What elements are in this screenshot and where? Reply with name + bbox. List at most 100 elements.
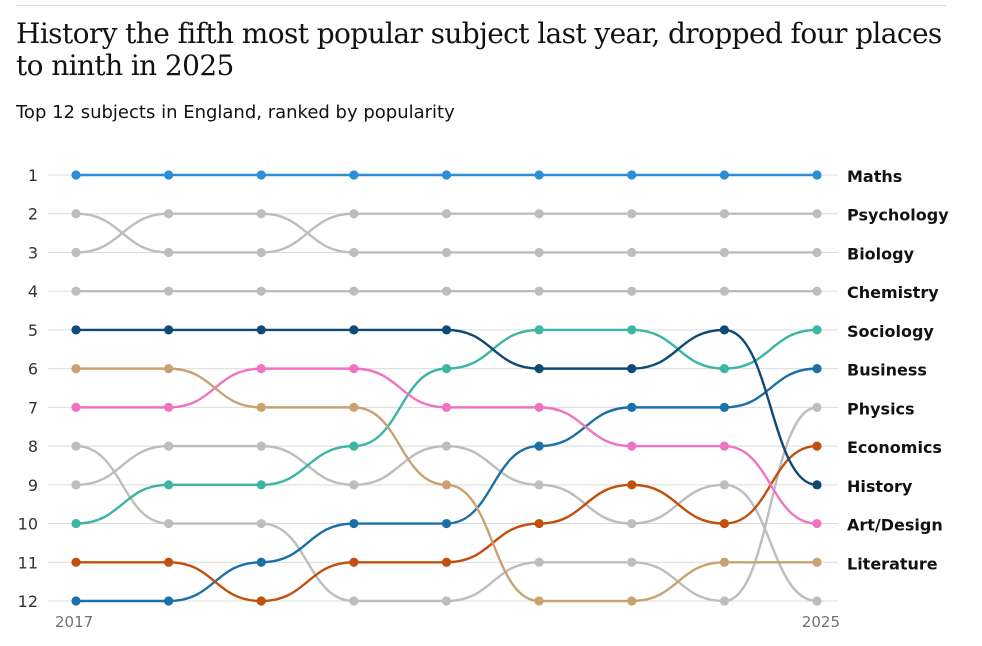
series-point xyxy=(534,402,544,412)
series-label: Maths xyxy=(847,167,902,186)
series-point xyxy=(627,480,637,490)
series-point xyxy=(71,247,81,258)
series-point xyxy=(812,286,822,296)
rank-tick-label: 10 xyxy=(18,515,38,534)
series-point xyxy=(256,518,266,529)
series-point xyxy=(719,286,729,296)
series-point xyxy=(719,364,729,374)
series-point xyxy=(719,170,729,180)
series-point xyxy=(534,170,544,180)
series-point xyxy=(164,364,174,374)
series-point xyxy=(441,557,452,567)
series-point xyxy=(256,441,266,451)
year-tick-start: 2017 xyxy=(55,613,93,631)
series-line xyxy=(74,444,819,603)
series-point xyxy=(812,247,822,258)
chart-subtitle: Top 12 subjects in England, ranked by po… xyxy=(16,102,455,123)
series-point xyxy=(812,557,822,567)
series-point xyxy=(71,557,81,567)
series-point xyxy=(534,209,544,219)
series-point xyxy=(164,518,174,529)
rank-tick-label: 7 xyxy=(28,398,38,417)
series-point xyxy=(441,441,452,451)
series-point xyxy=(71,170,81,180)
series-point xyxy=(812,518,822,529)
series-point xyxy=(812,480,822,490)
rank-tick-label: 9 xyxy=(28,476,38,495)
series-label: Physics xyxy=(847,399,915,418)
series-point xyxy=(719,247,729,258)
series-point xyxy=(719,209,729,219)
rank-tick-label: 11 xyxy=(18,553,38,572)
series-point xyxy=(441,247,452,258)
series-point xyxy=(349,247,359,258)
rank-tick-label: 8 xyxy=(28,437,38,456)
series-point xyxy=(441,518,452,529)
series-point xyxy=(534,480,544,490)
series-label: Psychology xyxy=(847,206,949,225)
series-points xyxy=(71,170,822,606)
series-point xyxy=(256,364,266,374)
series-point xyxy=(349,518,359,529)
series-point xyxy=(534,441,544,451)
series-point xyxy=(164,596,174,606)
series-point xyxy=(164,557,174,567)
series-point xyxy=(256,596,266,606)
series-point xyxy=(256,209,266,219)
rank-tick-label: 4 xyxy=(28,282,38,301)
rank-tick-label: 3 xyxy=(28,243,38,262)
series-point xyxy=(349,596,359,606)
series-point xyxy=(534,596,544,606)
series-point xyxy=(256,170,266,180)
rank-tick-label: 1 xyxy=(28,166,38,185)
series-point xyxy=(812,325,822,335)
series-point xyxy=(627,209,637,219)
series-label: Literature xyxy=(847,554,938,573)
series-line xyxy=(74,328,819,525)
series-point xyxy=(812,209,822,219)
top-rule xyxy=(16,5,946,6)
series-point xyxy=(71,209,81,219)
series-point xyxy=(164,441,174,451)
year-tick-end: 2025 xyxy=(802,613,840,631)
series-point xyxy=(349,402,359,412)
series-point xyxy=(719,596,729,606)
series-point xyxy=(349,557,359,567)
series-point xyxy=(627,402,637,412)
series-point xyxy=(71,596,81,606)
series-label: Art/Design xyxy=(847,516,943,535)
series-point xyxy=(256,402,266,412)
series-point xyxy=(812,596,822,606)
gridlines xyxy=(48,174,838,602)
series-point xyxy=(534,325,544,335)
series-point xyxy=(719,518,729,529)
series-point xyxy=(534,518,544,529)
series-point xyxy=(627,325,637,335)
series-point xyxy=(534,286,544,296)
series-label: Business xyxy=(847,361,927,380)
series-point xyxy=(71,286,81,296)
series-point xyxy=(441,209,452,219)
series-line xyxy=(74,444,819,603)
series-point xyxy=(812,170,822,180)
series-labels: Maths Psychology Biology Chemistry Sociology… xyxy=(847,167,949,573)
series-point xyxy=(627,170,637,180)
series-point xyxy=(349,441,359,451)
series-point xyxy=(441,402,452,412)
series-point xyxy=(441,325,452,335)
series-point xyxy=(349,170,359,180)
series-point xyxy=(349,209,359,219)
series-point xyxy=(164,247,174,258)
series-point xyxy=(164,209,174,219)
series-label: Biology xyxy=(847,244,915,263)
series-point xyxy=(441,364,452,374)
series-point xyxy=(256,557,266,567)
series-point xyxy=(441,480,452,490)
series-point xyxy=(256,480,266,490)
series-point xyxy=(534,557,544,567)
series-point xyxy=(164,402,174,412)
series-point xyxy=(256,325,266,335)
series-point xyxy=(71,480,81,490)
